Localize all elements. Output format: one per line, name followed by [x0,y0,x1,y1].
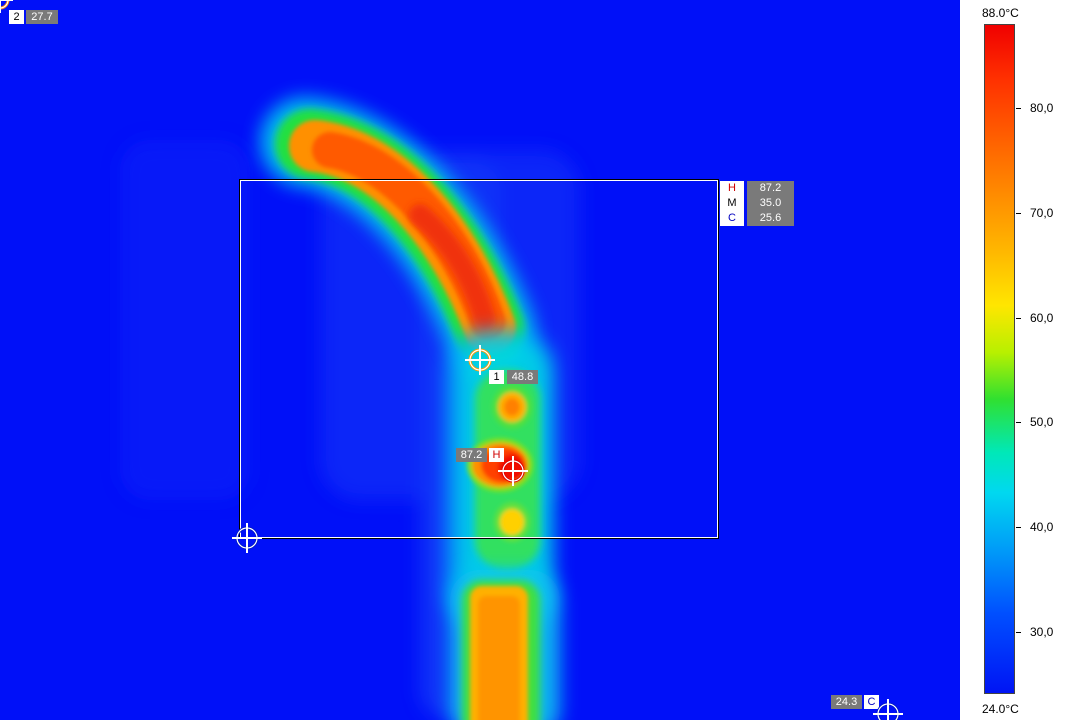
roi-stat-mean: M 35.0 [720,196,794,211]
roi-stat-value: 35.0 [747,196,794,211]
scale-tick-label: 70,0 [1030,206,1054,220]
cold-spot-label: C [864,695,879,709]
crosshair-icon[interactable] [871,697,905,720]
crosshair-icon[interactable] [230,521,264,555]
crosshair-icon[interactable] [463,343,497,377]
spot1-id: 1 [489,370,504,384]
scale-tick-label: 40,0 [1030,520,1054,534]
roi-stat-value: 25.6 [747,211,794,226]
scale-tick [1016,318,1021,319]
roi-stat-key: C [720,211,744,226]
temperature-scale: 88.0°C 24.0°C 80,0 70,0 60,0 50,0 40,0 3… [960,0,1077,720]
scale-tick [1016,213,1021,214]
crosshair-icon[interactable] [496,454,530,488]
spot2-value: 27.7 [26,10,58,24]
spot1-value: 48.8 [507,370,538,384]
roi-stat-value: 87.2 [747,181,794,196]
color-scale-bar [984,24,1015,694]
scale-max-label: 88.0°C [982,6,1019,20]
hot-spot-value: 87.2 [456,448,487,462]
scale-tick-label: 50,0 [1030,415,1054,429]
scale-min-label: 24.0°C [982,702,1019,716]
roi-stat-key: H [720,181,744,196]
roi-stat-min: C 25.6 [720,211,794,226]
scale-tick-label: 60,0 [1030,311,1054,325]
roi-stats-panel: H 87.2 M 35.0 C 25.6 [720,181,794,226]
scale-tick-label: 30,0 [1030,625,1054,639]
scale-tick [1016,527,1021,528]
cold-spot-value: 24.3 [831,695,862,709]
scale-tick [1016,108,1021,109]
hot-spot-label: H [489,448,504,462]
roi-rectangle[interactable] [239,179,719,539]
thermal-image: H 87.2 M 35.0 C 25.6 2 27.7 1 48.8 87.2 … [0,0,960,720]
roi-stat-key: M [720,196,744,211]
scale-tick [1016,632,1021,633]
scale-tick [1016,422,1021,423]
scale-tick-label: 80,0 [1030,101,1054,115]
spot2-id: 2 [9,10,24,24]
roi-stat-max: H 87.2 [720,181,794,196]
